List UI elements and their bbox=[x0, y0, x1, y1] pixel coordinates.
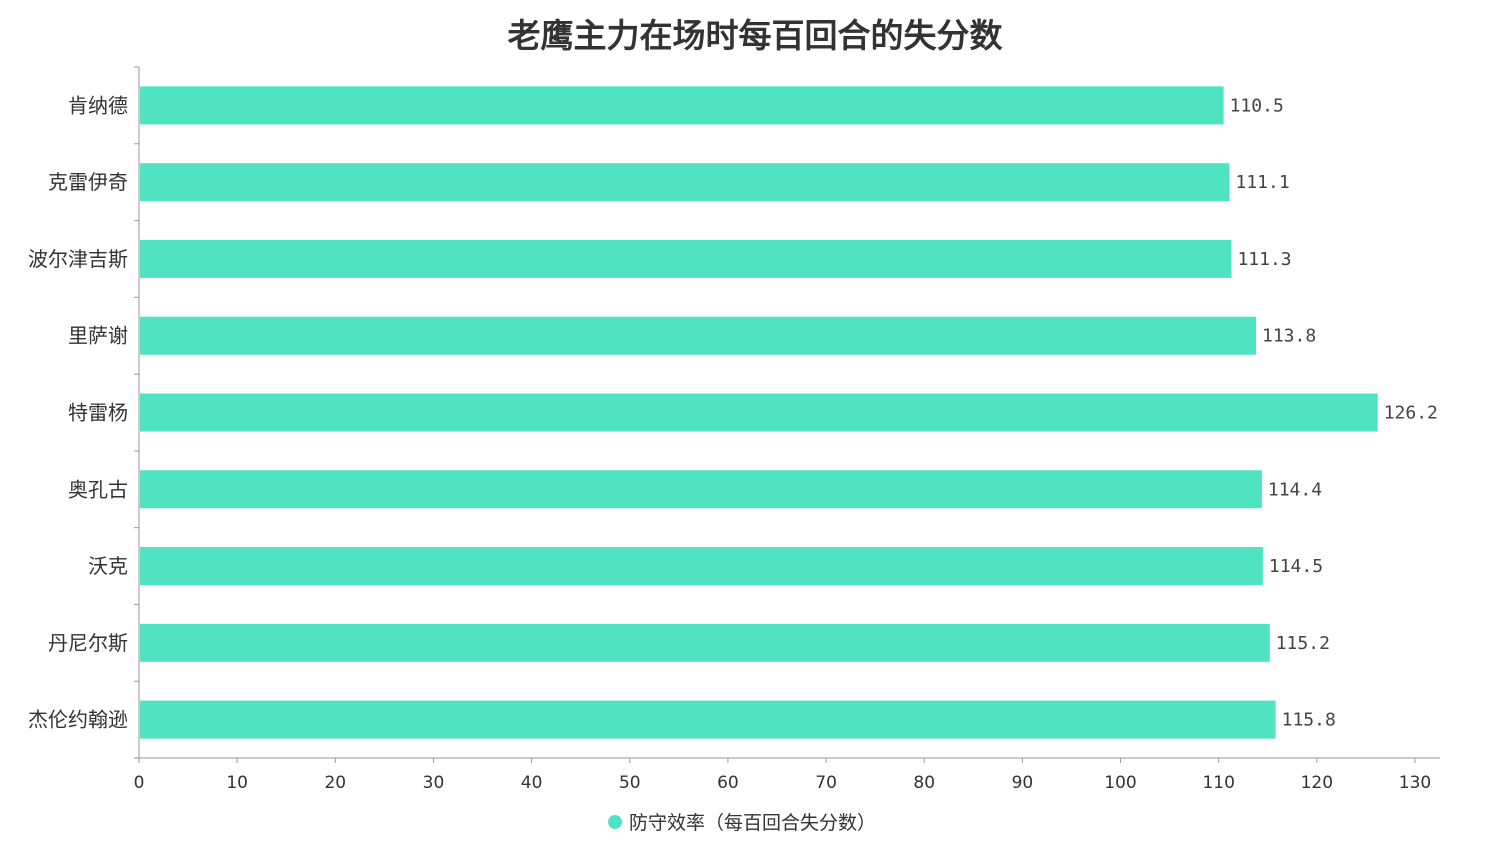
category-label: 克雷伊奇 bbox=[48, 170, 128, 194]
x-tick-label: 0 bbox=[134, 773, 145, 793]
data-label: 111.1 bbox=[1235, 172, 1289, 193]
x-tick-label: 130 bbox=[1399, 773, 1431, 793]
category-label: 波尔津吉斯 bbox=[28, 247, 128, 271]
bar[interactable] bbox=[140, 547, 1263, 586]
legend-label: 防守效率（每百回合失分数） bbox=[629, 812, 876, 834]
data-label: 113.8 bbox=[1262, 326, 1316, 347]
x-tick-label: 30 bbox=[423, 773, 445, 793]
data-label: 111.3 bbox=[1237, 249, 1291, 270]
data-label: 114.4 bbox=[1268, 479, 1322, 500]
category-label: 特雷杨 bbox=[68, 401, 128, 425]
legend-marker bbox=[608, 815, 622, 829]
category-label: 沃克 bbox=[88, 554, 128, 578]
category-label: 肯纳德 bbox=[68, 93, 128, 117]
bar[interactable] bbox=[140, 470, 1262, 509]
x-tick-label: 100 bbox=[1104, 773, 1136, 793]
data-label: 110.5 bbox=[1230, 95, 1284, 116]
axes-group: 0 10 20 30 40 50 60 70 80 90 100 110 120 130 bbox=[134, 66, 1440, 793]
bar[interactable] bbox=[140, 623, 1270, 662]
data-label: 115.2 bbox=[1276, 633, 1330, 654]
x-tick-label: 60 bbox=[717, 773, 739, 793]
bar[interactable] bbox=[140, 393, 1378, 432]
bars-group: 110.5 111.1 111.3 113.8 126.2 114.4 114.5 115.2… bbox=[140, 86, 1438, 739]
category-label: 里萨谢 bbox=[68, 324, 128, 348]
x-tick-label: 80 bbox=[913, 773, 935, 793]
legend[interactable]: 防守效率（每百回合失分数） bbox=[608, 812, 876, 834]
chart-title: 老鹰主力在场时每百回合的失分数 bbox=[508, 16, 1004, 55]
x-tick-label: 120 bbox=[1301, 773, 1333, 793]
x-tick-label: 70 bbox=[815, 773, 837, 793]
bar[interactable] bbox=[140, 239, 1232, 278]
x-tick-label: 20 bbox=[324, 773, 346, 793]
x-tick-label: 40 bbox=[521, 773, 543, 793]
category-label: 丹尼尔斯 bbox=[48, 631, 128, 655]
category-label: 奥孔古 bbox=[68, 477, 128, 501]
x-tick-label: 50 bbox=[619, 773, 641, 793]
bar[interactable] bbox=[140, 700, 1276, 739]
data-label: 115.8 bbox=[1282, 710, 1336, 731]
bar[interactable] bbox=[140, 316, 1256, 355]
x-tick-label: 110 bbox=[1202, 773, 1234, 793]
category-label: 杰伦约翰逊 bbox=[28, 708, 128, 732]
data-label: 114.5 bbox=[1269, 556, 1323, 577]
bar[interactable] bbox=[140, 163, 1230, 202]
x-tick-label: 10 bbox=[226, 773, 248, 793]
data-label: 126.2 bbox=[1384, 403, 1438, 424]
bar[interactable] bbox=[140, 86, 1224, 125]
x-tick-label: 90 bbox=[1012, 773, 1034, 793]
